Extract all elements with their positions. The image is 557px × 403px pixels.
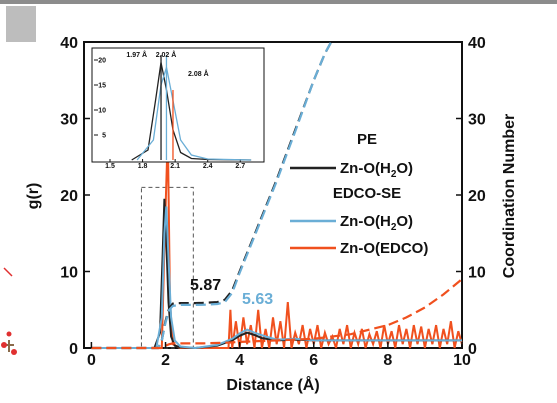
inset-x-tick-label: 2.4	[203, 163, 213, 170]
legend-label-edco-edco: Zn-O(EDCO)	[340, 240, 428, 257]
inset-series-layer: 1.5 1.8 2.1 2.4 2.7 5 10 15 20	[94, 55, 252, 170]
x-tick-label: 8	[383, 352, 392, 369]
annotation-cn-edco: 5.63	[242, 291, 273, 308]
x-tick-label: 6	[309, 352, 318, 369]
inset-peak-label-pe: 1.97 Å	[126, 50, 147, 59]
inset-series-1	[136, 67, 252, 161]
series-zn-o-h2o-cn-edco-se	[91, 39, 334, 350]
legend-group-title-pe: PE	[357, 131, 377, 148]
inset-chart: 1.5 1.8 2.1 2.4 2.7 5 10 15 20 1.97 Å 2.02 Å 2.0…	[91, 47, 265, 170]
y-axis-right-label: Coordination Number	[501, 114, 518, 278]
y-left-tick-label: 0	[69, 341, 78, 358]
series-zn-o-h2o-g-r-edco-se	[91, 206, 462, 350]
x-axis-label: Distance (Å)	[226, 375, 319, 394]
edge-molecule-icon	[1, 267, 17, 355]
inset-y-tick-label: 10	[98, 108, 106, 115]
inset-y-tick-label: 5	[102, 133, 106, 140]
inset-x-tick-label: 1.5	[105, 163, 115, 170]
x-tick-label: 0	[87, 352, 96, 369]
x-tick-label: 4	[235, 352, 244, 369]
y-left-tick-label: 20	[60, 188, 78, 205]
inset-x-tick-label: 2.1	[170, 163, 180, 170]
inset-y-tick-label: 15	[98, 83, 106, 90]
inset-y-tick-label: 20	[98, 58, 106, 65]
y-right-tick-label: 40	[468, 35, 486, 52]
inset-series-0	[131, 62, 252, 161]
x-tick-label: 10	[453, 352, 471, 369]
legend-group-title-edco: EDCO-SE	[333, 185, 401, 202]
y-left-tick-label: 30	[60, 112, 78, 129]
y-right-tick-label: 20	[468, 188, 486, 205]
annotation-cn-pe: 5.87	[190, 277, 221, 294]
y-axis-left-label: g(r)	[25, 183, 42, 210]
inset-x-tick-label: 1.8	[138, 163, 148, 170]
y-right-tick-label: 10	[468, 265, 486, 282]
inset-peak-label-edco-edco: 2.08 Å	[188, 69, 209, 78]
y-right-tick-label: 0	[468, 341, 477, 358]
y-left-tick-label: 40	[60, 35, 78, 52]
legend: PE Zn-O(H2O) EDCO-SE Zn-O(H2O) Zn-O(EDCO…	[290, 131, 428, 257]
x-tick-label: 2	[161, 352, 170, 369]
window-corner	[6, 6, 36, 42]
inset-x-tick-label: 2.7	[235, 163, 245, 170]
series-zn-o-edco-cn-edco-se	[91, 278, 463, 350]
series-layer	[91, 39, 463, 350]
legend-label-pe-h2o: Zn-O(H2O)	[340, 160, 413, 180]
top-border	[0, 0, 557, 4]
y-left-tick-label: 10	[60, 265, 78, 282]
zoom-region-box	[140, 186, 194, 349]
legend-label-edco-h2o: Zn-O(H2O)	[340, 213, 413, 233]
y-right-tick-label: 30	[468, 112, 486, 129]
inset-peak-label-edco-h2o: 2.02 Å	[156, 50, 177, 59]
